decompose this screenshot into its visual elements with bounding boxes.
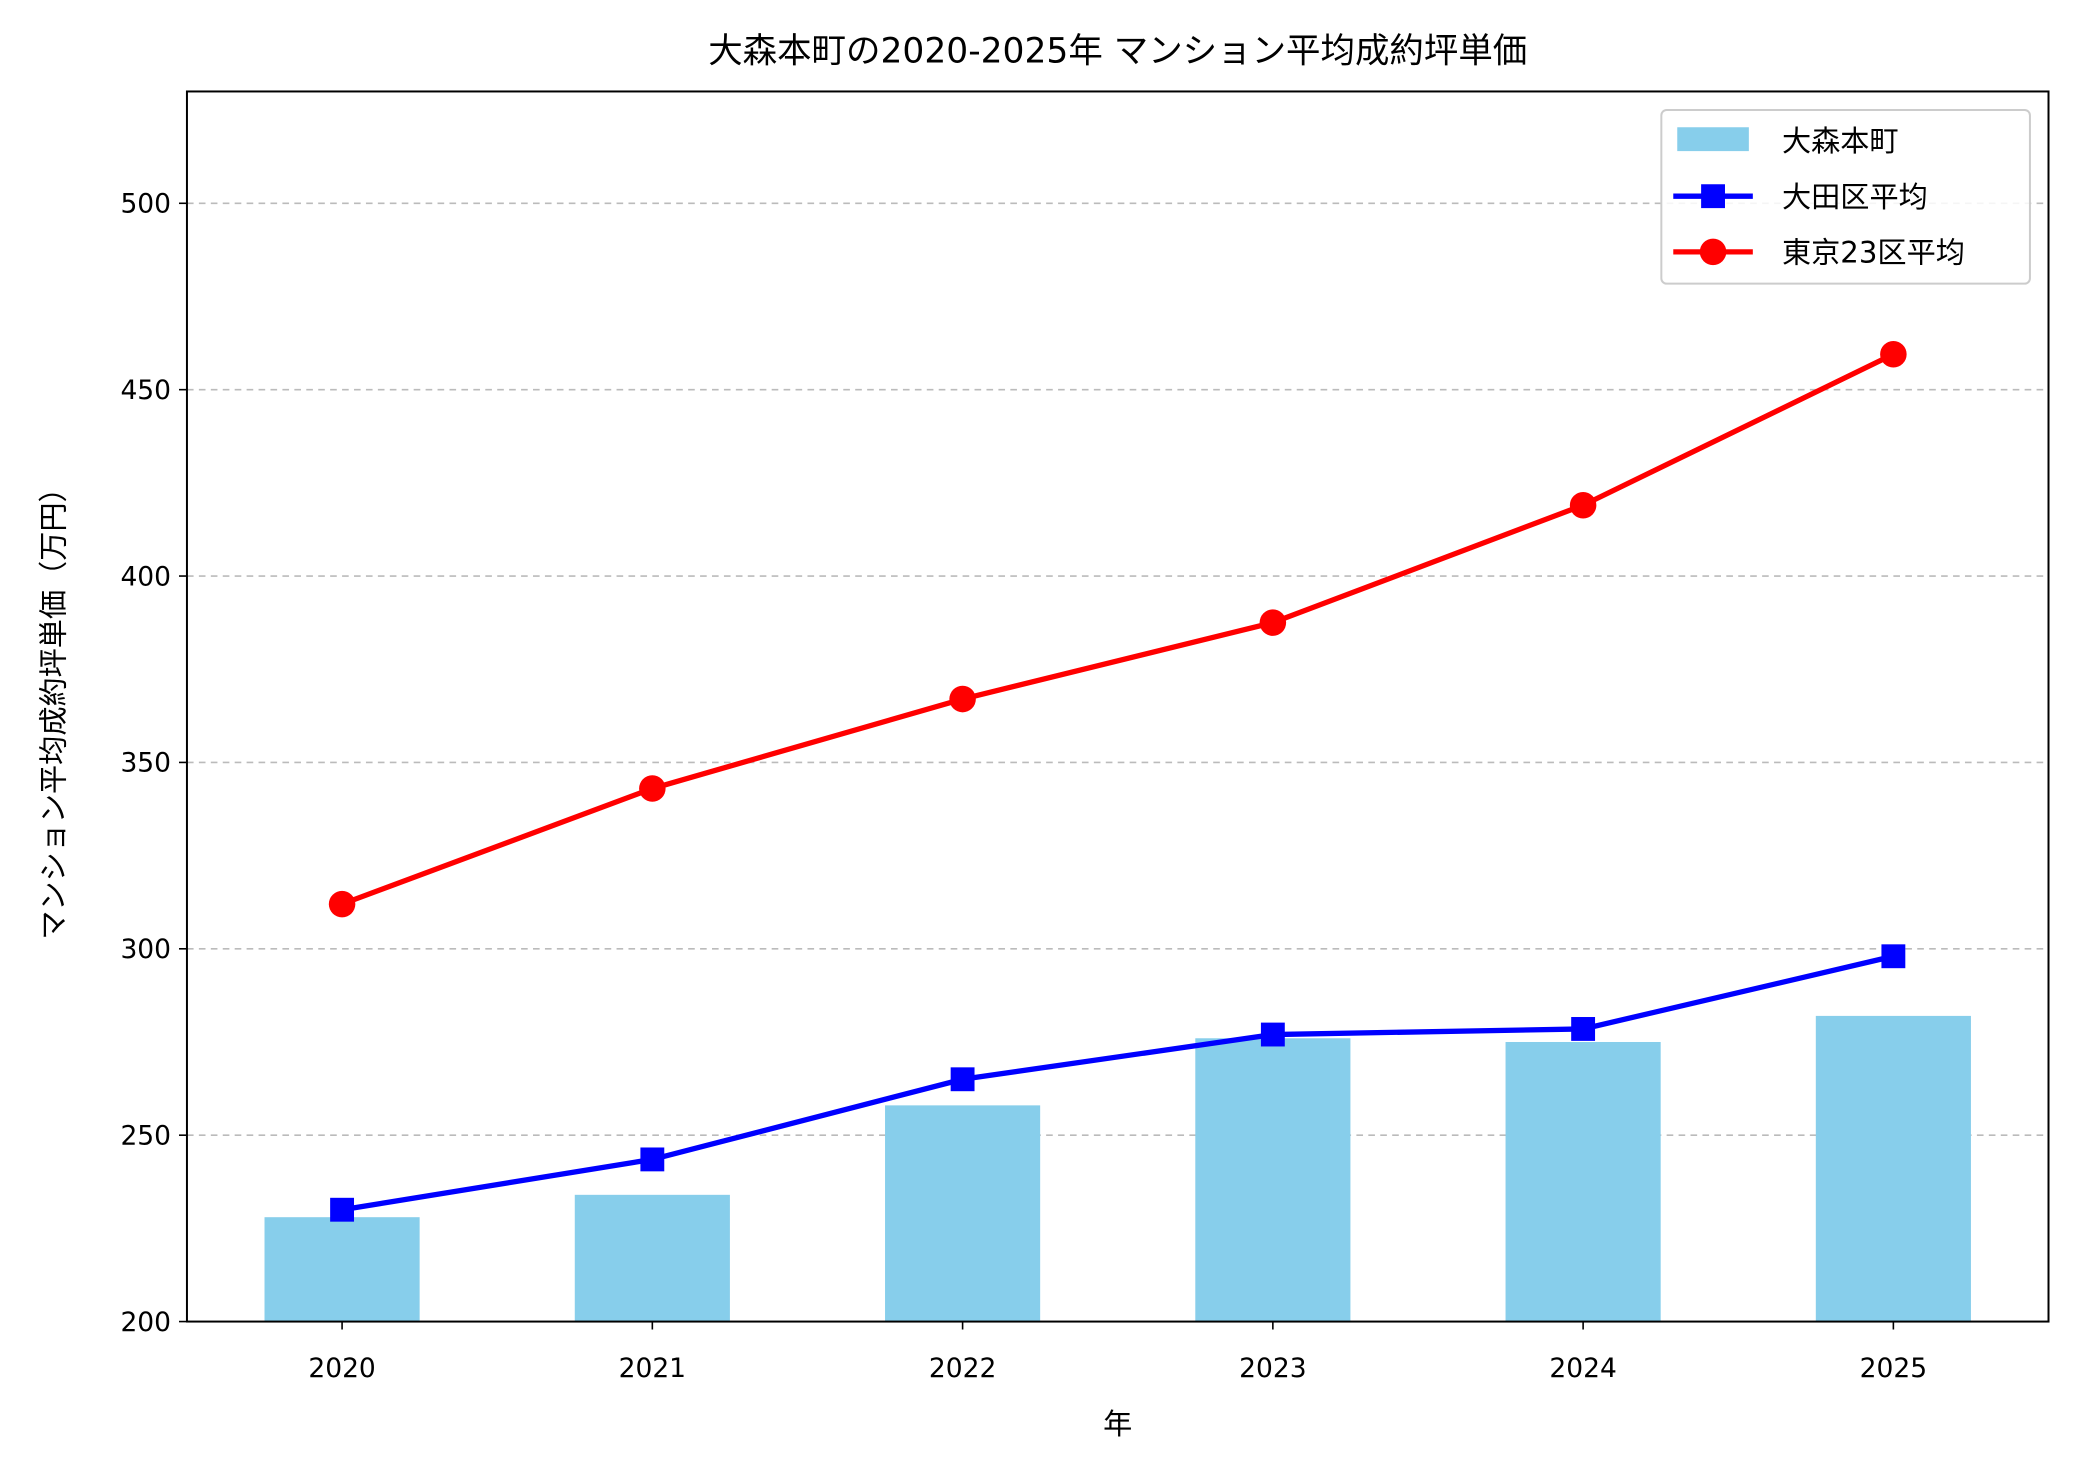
point-marker — [1569, 491, 1597, 519]
x-tick-label: 2022 — [929, 1353, 996, 1384]
point-marker — [950, 1067, 975, 1092]
legend-label: 東京23区平均 — [1782, 235, 1965, 269]
y-tick-label: 450 — [120, 375, 171, 406]
chart-title: 大森本町の2020-2025年 マンション平均成約坪単価 — [708, 31, 1527, 71]
plot-frame — [185, 90, 2050, 1323]
bar-2025 — [1815, 1015, 1971, 1322]
point-marker — [330, 1197, 355, 1222]
y-tick-label: 250 — [120, 1120, 171, 1151]
bar-2023 — [1195, 1038, 1351, 1322]
bar-2024 — [1505, 1041, 1661, 1322]
series-line-2 — [341, 351, 1895, 907]
x-tick-label: 2024 — [1549, 1353, 1616, 1384]
x-tick-label: 2020 — [308, 1353, 375, 1384]
legend-marker — [1699, 238, 1727, 266]
y-axis: 200 250 300 350 400 450 500 — [120, 189, 187, 1338]
point-marker — [949, 685, 976, 713]
point-marker — [328, 890, 356, 918]
point-marker — [1881, 944, 1906, 969]
y-tick-label: 300 — [120, 934, 171, 965]
grid — [186, 202, 2049, 1136]
legend-label: 大森本町 — [1782, 124, 1899, 158]
point-marker — [640, 1147, 665, 1172]
point-marker — [1571, 1017, 1596, 1041]
bar-2022 — [885, 1105, 1041, 1322]
lines — [328, 341, 1907, 1222]
x-tick-label: 2025 — [1860, 1353, 1927, 1384]
bar-2021 — [574, 1194, 730, 1322]
y-tick-label: 350 — [120, 748, 171, 779]
point-marker — [639, 775, 666, 802]
legend-marker — [1701, 184, 1725, 209]
x-axis-label: 年 — [1103, 1407, 1132, 1441]
y-tick-label: 400 — [120, 561, 171, 592]
bar-2020 — [264, 1217, 420, 1322]
series-line-1 — [341, 953, 1894, 1213]
point-marker — [1260, 1022, 1285, 1047]
y-tick-label: 500 — [120, 189, 171, 220]
x-tick-label: 2021 — [619, 1353, 686, 1384]
x-tick-label: 2023 — [1239, 1353, 1306, 1384]
legend-swatch — [1677, 127, 1749, 152]
bars — [264, 1015, 1971, 1322]
legend-label: 大田区平均 — [1782, 180, 1928, 214]
point-marker — [1880, 341, 1907, 368]
x-axis: 2020 2021 2022 2023 2024 2025 — [308, 1321, 1927, 1384]
y-tick-label: 200 — [120, 1307, 171, 1338]
y-axis-label: マンション平均成約坪単価（万円） — [37, 473, 71, 939]
point-marker — [1259, 609, 1287, 636]
